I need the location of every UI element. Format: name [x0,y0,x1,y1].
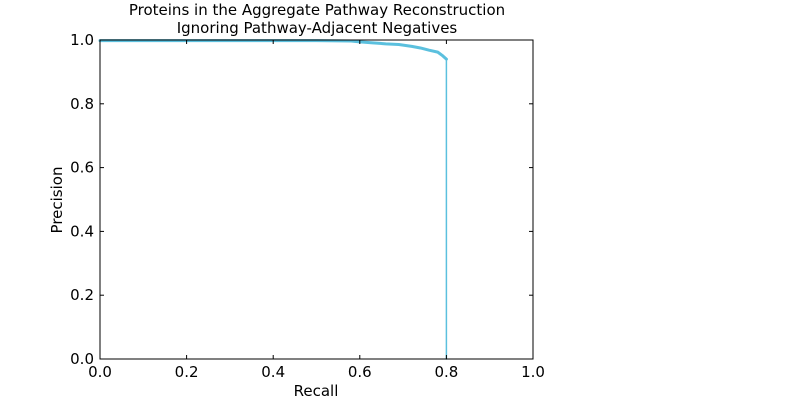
x-tick-label: 1.0 [521,363,545,381]
x-tick-label: 0.8 [434,363,458,381]
x-tick-label: 0.4 [261,363,285,381]
y-tick-label: 0.4 [70,222,94,240]
plot-area [98,39,448,360]
chart-title-line-2: Ignoring Pathway-Adjacent Negatives [177,19,458,37]
x-axis-label: Recall [294,382,339,400]
series-line-0 [98,39,448,61]
y-axis-ticks: 0.0 0.2 0.4 0.6 0.8 1.0 [70,31,533,368]
y-tick-label: 0.0 [70,350,94,368]
y-tick-label: 0.8 [70,95,94,113]
x-tick-label: 0.6 [348,363,372,381]
y-tick-label: 1.0 [70,31,94,49]
x-tick-label: 0.2 [175,363,199,381]
y-tick-label: 0.6 [70,159,94,177]
y-axis-label: Precision [48,167,66,234]
x-axis-ticks: 0.0 0.2 0.4 0.6 0.8 1.0 [88,40,545,381]
plot-frame [99,39,534,360]
chart-title-line-1: Proteins in the Aggregate Pathway Recons… [129,1,505,19]
y-tick-label: 0.2 [70,286,94,304]
x-tick-label: 0.0 [88,363,112,381]
